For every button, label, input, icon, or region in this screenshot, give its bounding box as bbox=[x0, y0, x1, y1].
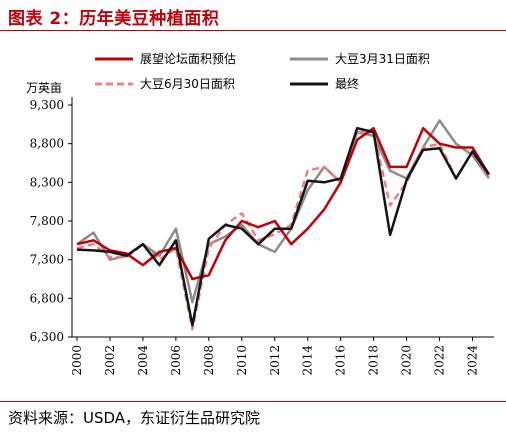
axes-group bbox=[71, 97, 494, 338]
y-tick-label: 8,300 bbox=[30, 175, 64, 189]
x-tick-label: 2002 bbox=[103, 345, 117, 376]
source-divider bbox=[0, 401, 506, 402]
series-lines-group bbox=[76, 119, 491, 331]
x-tick-label: 2016 bbox=[334, 345, 348, 376]
source-note: 资料来源：USDA，东证衍生品研究院 bbox=[8, 409, 261, 427]
series-line-3 bbox=[76, 126, 491, 327]
x-tick-label: 2020 bbox=[400, 345, 414, 376]
legend-label-0: 展望论坛面积预估 bbox=[140, 52, 236, 66]
legend-label-2: 大豆6月30日面积 bbox=[140, 77, 235, 91]
legend-label-1: 大豆3月31日面积 bbox=[335, 52, 430, 66]
y-tick-label: 8,800 bbox=[30, 137, 64, 151]
y-tick-label: 6,300 bbox=[30, 330, 64, 344]
x-tick-label: 2010 bbox=[235, 345, 249, 376]
y-unit-label: 万英亩 bbox=[26, 80, 62, 95]
y-tick-label: 9,300 bbox=[30, 98, 64, 112]
series-line-0 bbox=[76, 126, 491, 281]
x-tick-label: 2014 bbox=[301, 345, 315, 376]
series-line-1 bbox=[76, 119, 491, 304]
x-tick-label: 2022 bbox=[433, 345, 447, 376]
legend-label-3: 最终 bbox=[335, 76, 359, 91]
x-tick-label: 2000 bbox=[70, 345, 84, 376]
y-tick-label: 7,300 bbox=[30, 253, 64, 267]
x-tick-label: 2024 bbox=[466, 345, 480, 376]
y-tick-label: 6,800 bbox=[30, 291, 64, 305]
y-tick-label: 7,800 bbox=[30, 214, 64, 228]
title-divider bbox=[0, 30, 506, 31]
x-tick-label: 2004 bbox=[136, 345, 150, 376]
x-tick-label: 2006 bbox=[169, 345, 183, 376]
chart-title: 图表 2：历年美豆种植面积 bbox=[8, 9, 220, 29]
line-chart: 6,300 6,800 7,300 7,800 8,300 8,800 9,300 2000 2… bbox=[26, 52, 494, 376]
tick-labels-group: 6,300 6,800 7,300 7,800 8,300 8,800 9,300 2000 2… bbox=[30, 98, 480, 376]
x-tick-label: 2008 bbox=[202, 345, 216, 376]
x-tick-label: 2018 bbox=[367, 345, 381, 376]
x-tick-label: 2012 bbox=[268, 345, 282, 376]
